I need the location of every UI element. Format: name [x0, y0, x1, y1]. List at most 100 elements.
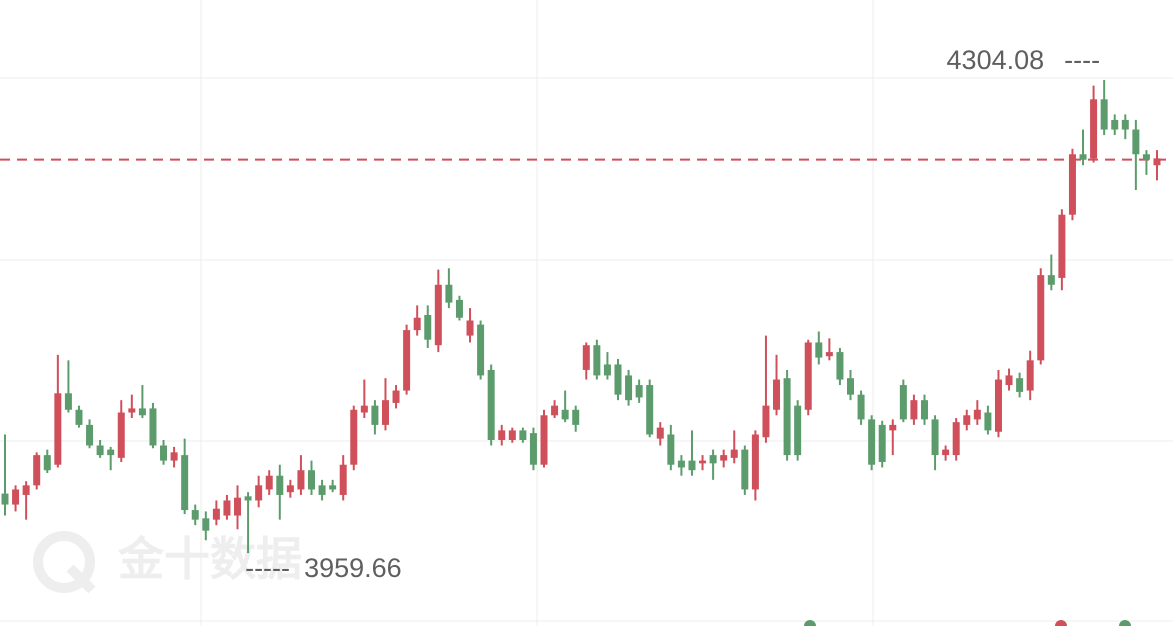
min-label: 3959.66: [304, 553, 402, 583]
candle-body: [815, 342, 823, 358]
candle-body: [582, 345, 590, 370]
candle-body: [33, 455, 41, 486]
candle-body: [625, 375, 633, 401]
candle-body: [160, 445, 168, 461]
watermark: 金十数据: [33, 531, 302, 594]
candle-body: [138, 408, 146, 416]
candle-body: [920, 400, 928, 420]
candle-body: [1058, 214, 1066, 278]
candle-body: [202, 518, 210, 531]
candle-body: [128, 408, 136, 413]
candle-body: [603, 364, 611, 376]
candle-body: [403, 330, 411, 391]
candle-body: [963, 415, 971, 425]
candle-body: [994, 379, 1002, 432]
candle-body: [751, 434, 759, 490]
candle-body: [350, 409, 358, 465]
candle-body: [762, 405, 770, 438]
candle-body: [540, 415, 548, 465]
candle-body: [181, 455, 189, 511]
candle-body: [1090, 99, 1098, 159]
candle-body: [1132, 129, 1140, 155]
candle-body: [646, 385, 654, 435]
candle-body: [1153, 158, 1161, 166]
candle-body: [677, 460, 685, 468]
candle-body: [1121, 119, 1129, 130]
candle-body: [1016, 378, 1024, 392]
candle-body: [741, 449, 749, 490]
candle-body: [1037, 275, 1045, 361]
candle-body: [667, 434, 675, 465]
candle-body: [86, 424, 94, 446]
dash-leader: ----: [1064, 45, 1100, 75]
candle-body: [709, 455, 717, 464]
candle-body: [307, 470, 315, 490]
candle-body: [614, 364, 622, 395]
candle-body: [318, 485, 326, 495]
candle-body: [455, 299, 463, 318]
candle-body: [297, 470, 305, 490]
candle-body: [720, 455, 728, 461]
candle-body: [1100, 99, 1108, 130]
candle-body: [783, 378, 791, 456]
candle-body: [825, 352, 833, 357]
candle-body: [656, 427, 664, 439]
candle-body: [1111, 119, 1119, 130]
candle-body: [107, 449, 115, 456]
candle-body: [424, 314, 432, 340]
candle-body: [244, 496, 252, 501]
candle-body: [688, 460, 696, 471]
candle-body: [931, 419, 939, 456]
candle-body: [519, 430, 527, 440]
candle-body: [847, 378, 855, 395]
candle-body: [445, 284, 453, 303]
candle-body: [730, 449, 738, 458]
candle-body: [22, 485, 30, 495]
candle-body: [551, 405, 559, 416]
candle-body: [392, 390, 400, 403]
candle-body: [498, 430, 506, 440]
candle-body: [878, 424, 886, 462]
candle-body: [899, 385, 907, 420]
candle-body: [952, 422, 960, 456]
candle-body: [255, 485, 263, 501]
candle-body: [910, 400, 918, 420]
candle-body: [794, 405, 802, 456]
candle-body: [699, 460, 707, 464]
candle-body: [477, 324, 485, 376]
candle-body: [170, 452, 178, 461]
candle-body: [75, 409, 83, 425]
candle-body: [413, 317, 421, 331]
candle-body: [508, 430, 516, 440]
candle-body: [339, 464, 347, 495]
candle-body: [1068, 154, 1076, 215]
candle-body: [234, 497, 242, 516]
candle-body: [635, 385, 643, 398]
max-label: 4304.08: [947, 45, 1045, 75]
watermark-logo: [33, 531, 95, 593]
candle-body: [773, 379, 781, 410]
candle-body: [223, 500, 231, 516]
candle-body: [487, 369, 495, 440]
candle-body: [191, 510, 199, 520]
watermark-logo: [66, 564, 96, 594]
candle-body: [43, 455, 51, 471]
candle-body: [360, 405, 368, 413]
candle-body: [529, 433, 537, 465]
candle-body: [984, 412, 992, 431]
candle-body: [276, 475, 284, 495]
candle-body: [836, 352, 844, 380]
candle-body: [1079, 154, 1087, 160]
candle-body: [466, 320, 474, 336]
candle-body: [54, 393, 62, 465]
candle-body: [1005, 375, 1013, 386]
candle-body: [1, 493, 9, 505]
candle-body: [804, 342, 812, 410]
candle-body: [381, 400, 389, 425]
candle-body: [64, 393, 72, 410]
event-dot: [1119, 620, 1131, 626]
candle-body: [1026, 360, 1034, 391]
candle-body: [857, 394, 865, 420]
event-dot: [1055, 620, 1067, 626]
